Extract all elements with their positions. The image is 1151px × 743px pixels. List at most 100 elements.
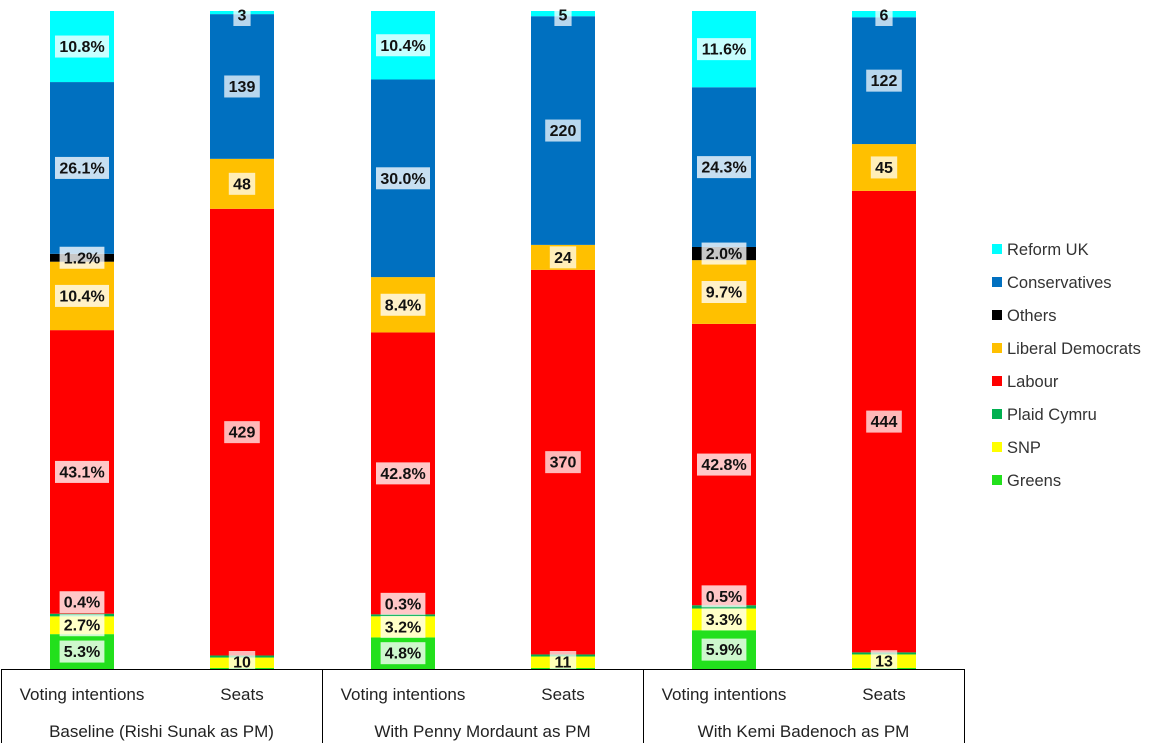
legend-item-liberal-democrats: Liberal Democrats: [992, 340, 1141, 358]
data-label-labour-5: 42.8%: [697, 453, 751, 476]
data-label-background: [59, 591, 105, 614]
data-label-background: [701, 585, 747, 608]
data-label-background: [549, 651, 577, 673]
data-label-text: 11.6%: [702, 42, 746, 59]
data-label-background: [380, 293, 426, 316]
bar-category-label-6: Seats: [862, 685, 905, 704]
data-label-text: 139: [229, 79, 256, 96]
legend-swatch: [992, 343, 1002, 353]
data-label-background: [55, 284, 109, 307]
data-label-reform-uk-2: 3: [233, 4, 251, 26]
data-label-greens-5: 5.9%: [701, 638, 747, 661]
data-label-background: [55, 35, 109, 58]
legend-label: Reform UK: [1007, 241, 1089, 259]
bar-category-label-3: Voting intentions: [341, 685, 466, 704]
legend-swatch: [992, 277, 1002, 287]
data-label-conservatives-3: 30.0%: [376, 167, 430, 190]
legend-item-conservatives: Conservatives: [992, 274, 1112, 292]
data-label-conservatives-2: 139: [224, 75, 260, 98]
data-label-text: 1.2%: [64, 250, 100, 267]
bar-category-label-2: Seats: [220, 685, 263, 704]
data-label-snp-6: 13: [870, 650, 898, 673]
data-label-background: [545, 451, 581, 474]
data-label-greens-1: 5.3%: [59, 640, 105, 663]
data-label-text: 26.1%: [59, 160, 104, 177]
data-label-background: [549, 246, 577, 269]
data-label-background: [866, 69, 902, 92]
data-label-snp-1: 2.7%: [59, 614, 105, 637]
data-label-text: 43.1%: [59, 464, 104, 481]
legend-label: Liberal Democrats: [1007, 340, 1141, 358]
data-label-conservatives-5: 24.3%: [697, 156, 751, 179]
data-label-background: [228, 651, 256, 673]
category-axis: Voting intentions Seats Baseline (Rishi Su…: [1, 669, 965, 743]
data-label-conservatives-1: 26.1%: [55, 156, 109, 179]
legend-item-snp: SNP: [992, 439, 1041, 457]
data-label-background: [701, 281, 747, 304]
data-label-labour-6: 444: [866, 410, 902, 433]
data-label-background: [875, 4, 893, 26]
data-label-labour-3: 42.8%: [376, 462, 430, 485]
data-label-text: 8.4%: [385, 297, 421, 314]
group-label-3: With Kemi Badenoch as PM: [698, 722, 910, 741]
data-label-background: [233, 4, 251, 26]
legend-swatch: [992, 442, 1002, 452]
data-label-background: [224, 421, 260, 444]
legend-label: Others: [1007, 307, 1057, 325]
data-label-background: [55, 156, 109, 179]
bar-category-label-4: Seats: [541, 685, 584, 704]
data-label-background: [380, 615, 426, 638]
data-label-background: [870, 156, 898, 179]
data-label-background: [554, 4, 572, 26]
legend-label: Greens: [1007, 472, 1061, 490]
data-label-text: 10: [233, 655, 251, 672]
data-label-snp-2: 10: [228, 651, 256, 673]
data-label-text: 444: [871, 414, 898, 431]
data-label-liberal-democrats-6: 45: [870, 156, 898, 179]
group-label-1: Baseline (Rishi Sunak as PM): [49, 722, 274, 741]
data-label-text: 11: [555, 655, 572, 672]
data-label-background: [59, 614, 105, 637]
data-label-text: 220: [550, 123, 577, 140]
bars-layer: [50, 11, 916, 669]
legend-label: Labour: [1007, 373, 1059, 391]
legend: Reform UK Conservatives Others Liberal Demo…: [992, 241, 1141, 490]
data-labels-layer: 5.3% 2.7% 0.4% 43.1% 10.4% 1.2% 26.1% 10.8% 10 42…: [55, 4, 902, 673]
data-label-liberal-democrats-1: 10.4%: [55, 284, 109, 307]
data-label-text: 122: [871, 73, 898, 90]
legend-item-greens: Greens: [992, 472, 1061, 490]
data-label-liberal-democrats-2: 48: [228, 172, 256, 195]
bar-category-label-5: Voting intentions: [662, 685, 787, 704]
data-label-snp-3: 3.2%: [380, 615, 426, 638]
data-label-background: [870, 650, 898, 673]
data-label-background: [376, 167, 430, 190]
data-label-text: 45: [875, 160, 893, 177]
data-label-text: 2.7%: [64, 618, 100, 635]
data-label-labour-4: 370: [545, 451, 581, 474]
data-label-text: 9.7%: [706, 285, 742, 302]
data-label-background: [376, 34, 430, 57]
data-label-snp-4: 11: [549, 651, 577, 673]
data-label-text: 30.0%: [380, 171, 425, 188]
data-label-background: [697, 453, 751, 476]
legend-label: Conservatives: [1007, 274, 1112, 292]
data-label-background: [545, 119, 581, 142]
data-label-text: 10.8%: [59, 39, 104, 56]
data-label-text: 0.5%: [706, 589, 742, 606]
data-label-background: [701, 638, 747, 661]
data-label-background: [697, 38, 751, 61]
group-label-2: With Penny Mordaunt as PM: [374, 722, 590, 741]
legend-item-others: Others: [992, 307, 1057, 325]
data-label-text: 3.2%: [385, 619, 421, 636]
data-label-background: [376, 462, 430, 485]
legend-label: SNP: [1007, 439, 1041, 457]
data-label-greens-3: 4.8%: [380, 642, 426, 665]
legend-swatch: [992, 409, 1002, 419]
data-label-text: 4.8%: [385, 646, 421, 663]
data-label-liberal-democrats-4: 24: [549, 246, 577, 269]
data-label-others-5: 2.0%: [701, 242, 747, 265]
data-label-conservatives-6: 122: [866, 69, 902, 92]
data-label-background: [701, 242, 747, 265]
data-label-reform-uk-1: 10.8%: [55, 35, 109, 58]
